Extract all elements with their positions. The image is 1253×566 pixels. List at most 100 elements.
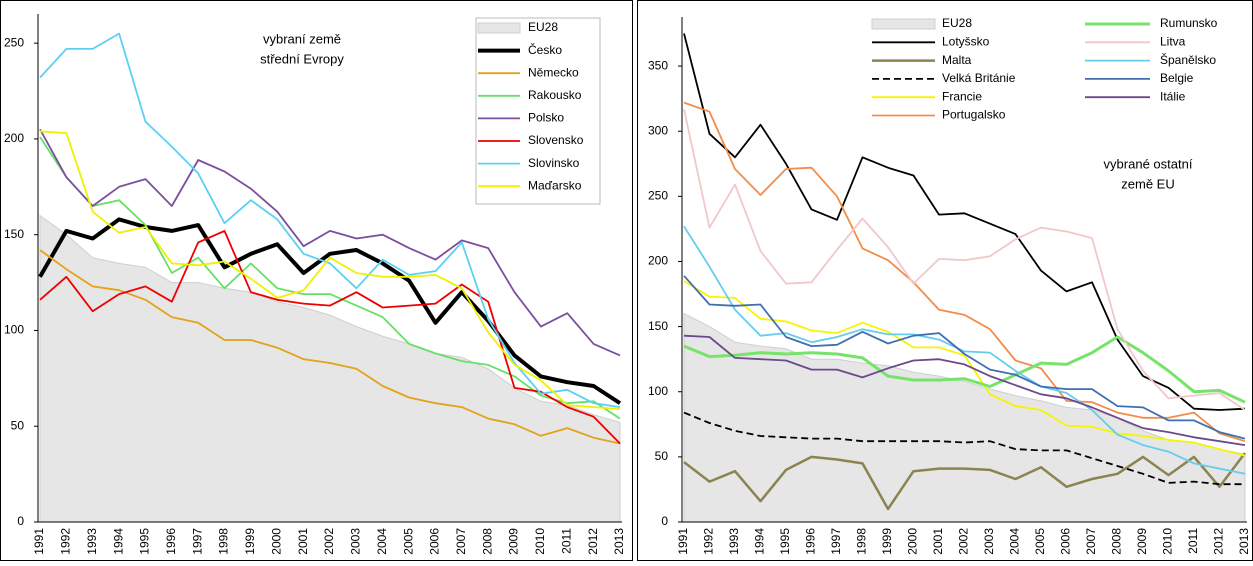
x-tick-label: 2004 — [375, 528, 389, 555]
series-line — [683, 334, 1246, 446]
y-tick-label: 100 — [648, 384, 668, 398]
y-tick-label: 200 — [648, 254, 668, 268]
x-tick-label: 2001 — [931, 528, 945, 555]
series-line — [683, 411, 1245, 486]
x-tick-label: 1992 — [702, 528, 716, 555]
y-tick-label: 150 — [648, 319, 668, 333]
y-tick-label: 50 — [11, 418, 25, 432]
series-line — [683, 452, 1246, 511]
series-line — [39, 249, 621, 445]
x-tick-label: 1994 — [111, 528, 125, 555]
x-tick-label: 2007 — [454, 528, 468, 555]
area — [39, 214, 621, 523]
x-tick-label: 2002 — [322, 528, 336, 555]
series-line — [38, 217, 622, 405]
y-tick-label: 200 — [4, 131, 24, 145]
x-tick-label: 1992 — [59, 528, 73, 555]
x-tick-label: 2012 — [1212, 528, 1226, 555]
x-tick-label: 2003 — [349, 528, 363, 555]
x-tick-label: 2004 — [1008, 528, 1022, 555]
x-tick-label: 1993 — [727, 528, 741, 555]
series-line — [39, 130, 621, 410]
y-tick-label: 350 — [648, 58, 668, 72]
y-tick-label: 250 — [648, 189, 668, 203]
legend-swatch — [477, 22, 521, 34]
x-tick-label: 1995 — [778, 528, 792, 555]
series-line — [39, 128, 621, 357]
annotation: vybrané ostatní — [1104, 156, 1193, 171]
x-tick-label: 2002 — [957, 528, 971, 555]
x-tick-label: 2008 — [480, 528, 494, 555]
x-tick-label: 2003 — [982, 528, 996, 555]
x-tick-label: 2005 — [401, 528, 415, 555]
legend-label: Portugalsko — [942, 108, 1006, 122]
x-tick-label: 1996 — [164, 528, 178, 555]
series-line — [683, 101, 1246, 443]
x-tick-label: 2005 — [1033, 528, 1047, 555]
annotation: vybraní země — [263, 31, 341, 46]
legend-label: Polsko — [528, 111, 564, 125]
x-tick-label: 2009 — [1135, 528, 1149, 555]
legend-label: Malta — [942, 53, 972, 67]
x-tick-label: 2000 — [906, 528, 920, 555]
legend-label: Litva — [1160, 34, 1186, 48]
x-tick-label: 2006 — [1059, 528, 1073, 555]
y-tick-label: 100 — [4, 323, 24, 337]
x-tick-label: 2000 — [269, 528, 283, 555]
x-tick-label: 2008 — [1110, 528, 1124, 555]
legend-label: Lotyšsko — [942, 34, 990, 48]
x-tick-label: 1998 — [217, 528, 231, 555]
legend-label: Španělsko — [1160, 52, 1216, 67]
x-tick-label: 2010 — [1161, 528, 1175, 555]
series-line — [39, 32, 621, 408]
legend-label: Belgie — [1160, 71, 1194, 85]
y-tick-label: 300 — [648, 123, 668, 137]
x-tick-label: 1999 — [243, 528, 257, 555]
series-line — [683, 225, 1246, 475]
y-tick-label: 50 — [655, 449, 669, 463]
series-line — [683, 280, 1246, 457]
y-tick-label: 0 — [17, 514, 24, 528]
x-tick-label: 2001 — [296, 528, 310, 555]
legend-label: Česko — [528, 42, 562, 57]
legend-label: EU28 — [528, 20, 558, 34]
y-tick-label: 250 — [4, 35, 24, 49]
x-tick-label: 2013 — [612, 528, 626, 555]
legend-swatch — [871, 18, 936, 30]
y-tick-label: 0 — [661, 514, 668, 528]
series-line — [683, 335, 1246, 404]
legend-label: EU28 — [942, 16, 972, 30]
legend-label: Itálie — [1160, 89, 1186, 103]
x-tick-label: 2012 — [586, 528, 600, 555]
x-tick-label: 1991 — [676, 528, 690, 555]
x-tick-label: 1999 — [880, 528, 894, 555]
legend-label: Rumunsko — [1160, 16, 1218, 30]
legend-label: Slovinsko — [528, 156, 580, 170]
x-tick-label: 1996 — [804, 528, 818, 555]
annotation: střední Evropy — [260, 51, 344, 66]
series-line — [39, 230, 621, 445]
series-line — [683, 275, 1246, 440]
x-tick-label: 2013 — [1237, 528, 1251, 555]
annotation: země EU — [1121, 176, 1174, 191]
x-tick-label: 1993 — [85, 528, 99, 555]
x-tick-label: 1997 — [829, 528, 843, 555]
legend-label: Rakousko — [528, 88, 582, 102]
legend-label: Velká Británie — [942, 71, 1016, 85]
x-tick-label: 2007 — [1084, 528, 1098, 555]
x-tick-label: 1998 — [855, 528, 869, 555]
series-line — [39, 136, 621, 420]
series-line — [683, 108, 1246, 411]
x-tick-label: 1997 — [190, 528, 204, 555]
x-tick-label: 2010 — [533, 528, 547, 555]
legend-label: Slovensko — [528, 133, 584, 147]
y-tick-label: 150 — [4, 227, 24, 241]
legend-label: Maďarsko — [528, 178, 582, 192]
legend-label: Německo — [528, 65, 579, 79]
x-tick-label: 1994 — [753, 528, 767, 555]
x-tick-label: 2011 — [1186, 528, 1200, 554]
x-tick-label: 1995 — [138, 528, 152, 555]
x-tick-label: 1991 — [32, 528, 46, 555]
x-tick-label: 2009 — [507, 528, 521, 555]
